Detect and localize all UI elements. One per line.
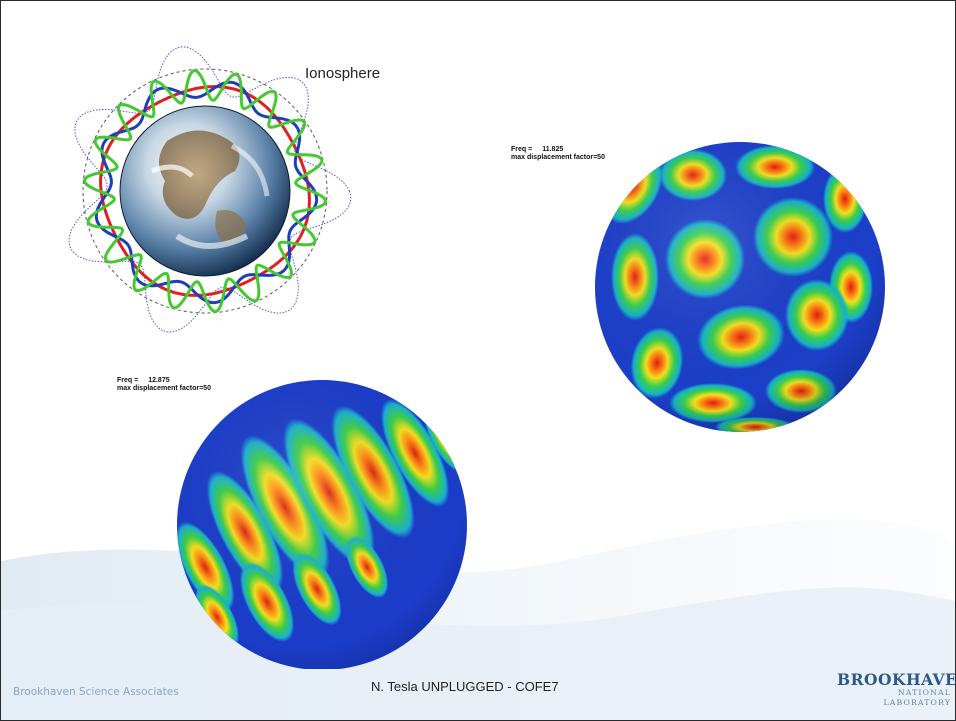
freq-value: 11.825 [542,146,564,153]
logo-subtitle: NATIONAL LABORATORY [883,688,951,707]
sphere-plot-right [505,137,937,433]
sphere-plot-left [117,367,519,669]
freq-label: Freq = [511,146,533,153]
displacement-label: max displacement factor=50 [511,154,605,161]
ionosphere-label: Ionosphere [305,65,381,82]
freq-label: Freq = [117,377,139,384]
footer-organization: Brookhaven Science Associates [13,686,179,698]
logo-wordmark: BROOKHAVEN [837,670,955,689]
displacement-label: max displacement factor=50 [117,385,211,392]
freq-value: 12.875 [148,377,170,384]
freq-readout-right: Freq = 11.825 max displacement factor=50 [511,146,605,162]
ionosphere-diagram [57,21,357,333]
footer-title: N. Tesla UNPLUGGED - COFE7 [371,679,559,694]
freq-readout-left: Freq = 12.875 max displacement factor=50 [117,377,211,393]
brookhaven-logo: BROOKHAVEN NATIONAL LABORATORY [837,670,955,711]
